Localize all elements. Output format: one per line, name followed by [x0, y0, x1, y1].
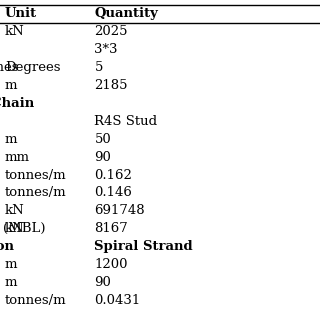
- Text: kN: kN: [5, 204, 25, 217]
- Text: kN: kN: [5, 222, 25, 235]
- Text: mm: mm: [5, 151, 30, 164]
- Text: Quantity: Quantity: [94, 7, 158, 20]
- Text: m: m: [5, 276, 17, 289]
- Text: 90: 90: [94, 151, 111, 164]
- Text: Degrees: Degrees: [5, 61, 60, 74]
- Text: Minimum breaking load (MBL): Minimum breaking load (MBL): [0, 222, 46, 235]
- Text: Spiral Strand: Spiral Strand: [94, 240, 193, 253]
- Text: tonnes/m: tonnes/m: [5, 169, 67, 181]
- Text: 691748: 691748: [94, 204, 145, 217]
- Text: Segment 2: Mid-section: Segment 2: Mid-section: [0, 240, 14, 253]
- Text: 90: 90: [94, 276, 111, 289]
- Text: 2185: 2185: [94, 79, 128, 92]
- Text: Angles between the 3 lines: Angles between the 3 lines: [0, 61, 19, 74]
- Text: 2025: 2025: [94, 25, 128, 38]
- Text: R4S Stud: R4S Stud: [94, 115, 157, 128]
- Text: Segment 1: Fairlead Chain: Segment 1: Fairlead Chain: [0, 97, 35, 110]
- Text: 0.0431: 0.0431: [94, 294, 141, 307]
- Text: 1200: 1200: [94, 258, 128, 271]
- Text: m: m: [5, 258, 17, 271]
- Text: 8167: 8167: [94, 222, 128, 235]
- Text: 0.146: 0.146: [94, 187, 132, 199]
- Text: kN: kN: [5, 25, 25, 38]
- Text: 0.162: 0.162: [94, 169, 132, 181]
- Text: m: m: [5, 79, 17, 92]
- Text: 5: 5: [94, 61, 103, 74]
- Text: Unit: Unit: [5, 7, 37, 20]
- Text: 3*3: 3*3: [94, 43, 118, 56]
- Text: tonnes/m: tonnes/m: [5, 294, 67, 307]
- Text: 50: 50: [94, 133, 111, 146]
- Text: tonnes/m: tonnes/m: [5, 187, 67, 199]
- Text: m: m: [5, 133, 17, 146]
